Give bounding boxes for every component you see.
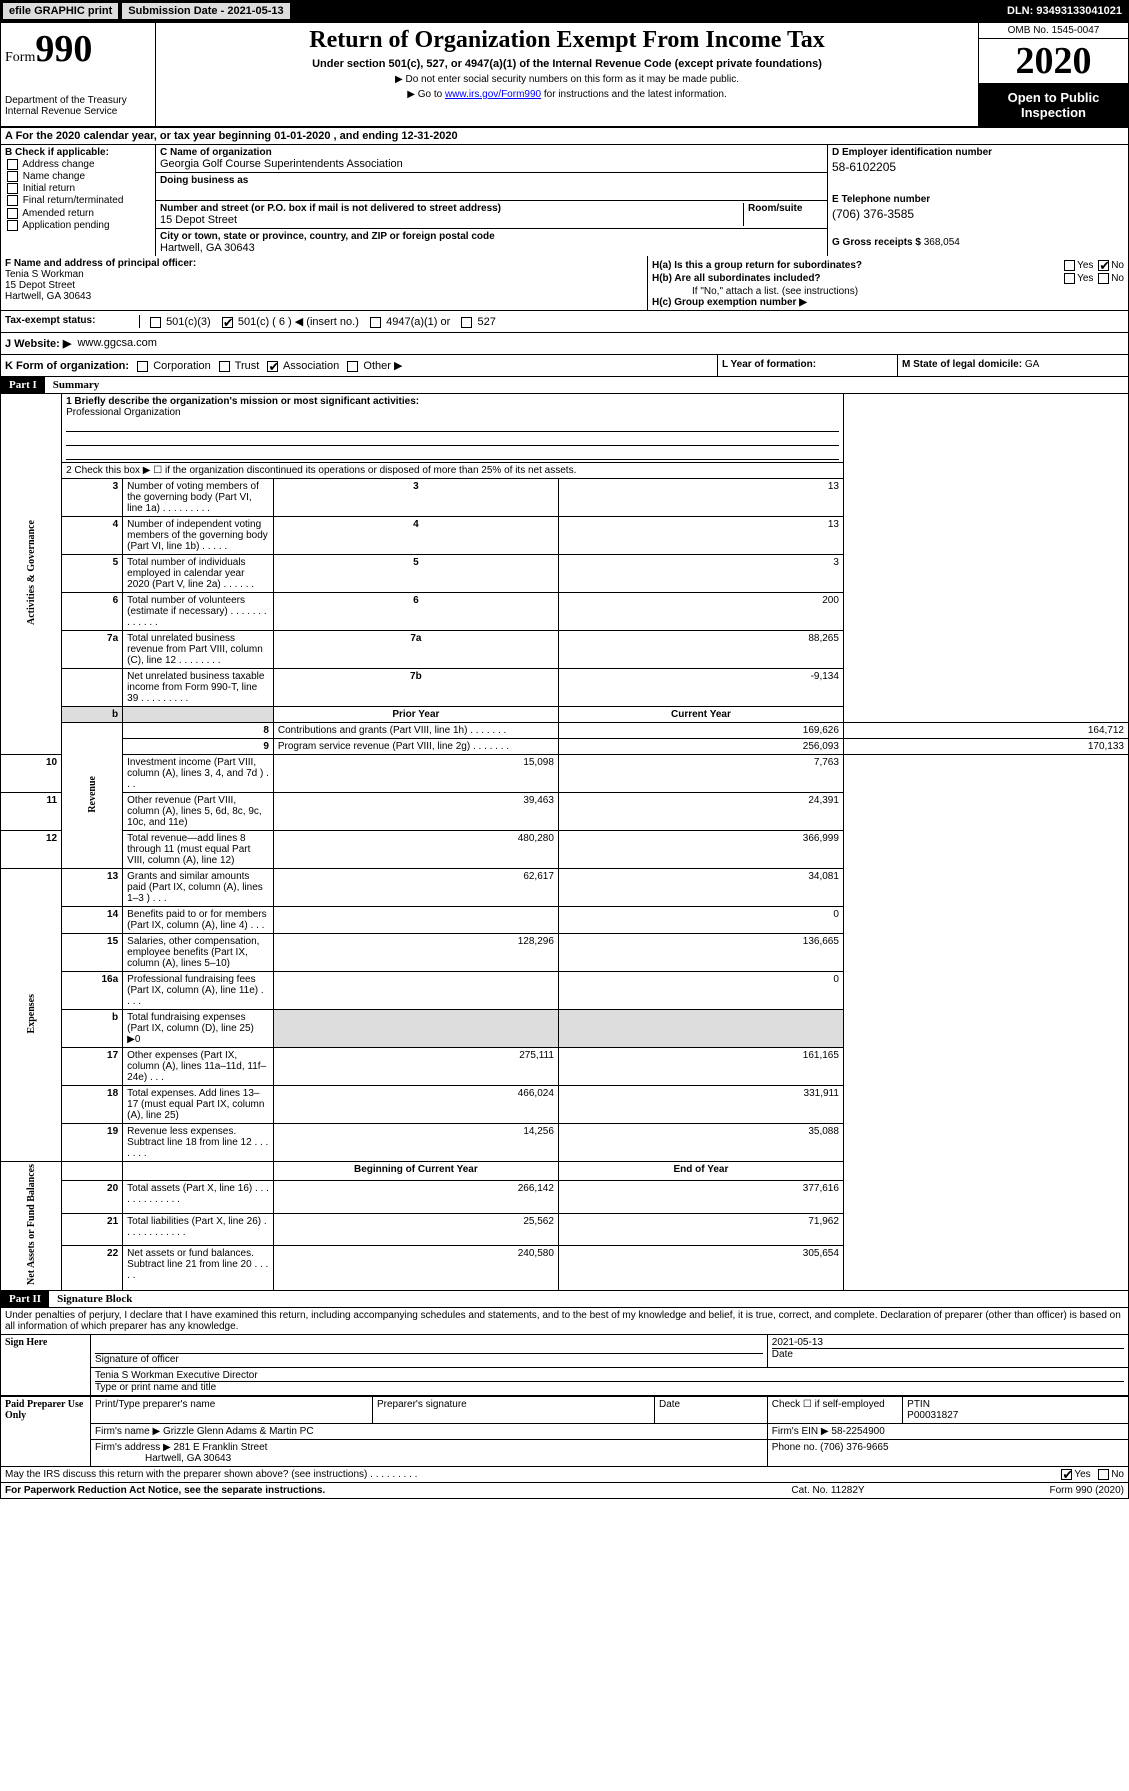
firm-phone: (706) 376-9665: [820, 1442, 888, 1453]
department-label: Department of the Treasury Internal Reve…: [5, 95, 151, 117]
mission-text: Professional Organization: [66, 407, 181, 418]
tax-year: 2020: [979, 39, 1128, 84]
firm-name: Grizzle Glenn Adams & Martin PC: [163, 1426, 314, 1437]
form-header: Form990 Department of the Treasury Inter…: [0, 22, 1129, 127]
cb-discuss-no[interactable]: [1098, 1469, 1109, 1480]
cb-4947[interactable]: [370, 317, 381, 328]
sign-date: 2021-05-13: [772, 1337, 1124, 1348]
cb-trust[interactable]: [219, 361, 230, 372]
cb-other[interactable]: [347, 361, 358, 372]
section-i-tax-status: Tax-exempt status: 501(c)(3) 501(c) ( 6 …: [0, 311, 1129, 333]
cb-discuss-yes[interactable]: [1061, 1469, 1072, 1480]
note-goto: ▶ Go to www.irs.gov/Form990 for instruct…: [160, 89, 974, 100]
org-address: 15 Depot Street: [160, 214, 237, 226]
officer-name: Tenia S Workman: [5, 269, 84, 280]
firm-ein: 58-2254900: [831, 1426, 884, 1437]
cb-501c3[interactable]: [150, 317, 161, 328]
inspection-label: Open to Public Inspection: [979, 84, 1128, 126]
section-c: C Name of organizationGeorgia Golf Cours…: [156, 145, 828, 256]
note-ssn: ▶ Do not enter social security numbers o…: [160, 74, 974, 85]
signature-table: Sign Here Signature of officer 2021-05-1…: [0, 1334, 1129, 1396]
gross-receipts: 368,054: [924, 237, 960, 248]
dln-label: DLN: 93493133041021: [1007, 5, 1126, 17]
section-h: H(a) Is this a group return for subordin…: [648, 256, 1128, 310]
org-name: Georgia Golf Course Superintendents Asso…: [160, 158, 403, 170]
cb-name-change[interactable]: [7, 171, 18, 182]
telephone: (706) 376-3585: [832, 207, 1124, 221]
irs-link[interactable]: www.irs.gov/Form990: [445, 89, 541, 100]
firm-address: 281 E Franklin Street: [174, 1442, 268, 1453]
cb-hb-yes[interactable]: [1064, 273, 1075, 284]
cb-ha-no[interactable]: [1098, 260, 1109, 271]
submission-date-button[interactable]: Submission Date - 2021-05-13: [122, 3, 289, 19]
cb-final-return[interactable]: [7, 195, 18, 206]
section-j: J Website: ▶ www.ggcsa.com: [0, 333, 1129, 355]
ptin: P00031827: [907, 1410, 958, 1421]
top-bar: efile GRAPHIC print Submission Date - 20…: [0, 0, 1129, 22]
part2-header: Part IISignature Block: [0, 1291, 1129, 1308]
perjury-declaration: Under penalties of perjury, I declare th…: [0, 1308, 1129, 1334]
section-b: B Check if applicable: Address change Na…: [1, 145, 156, 256]
cb-hb-no[interactable]: [1098, 273, 1109, 284]
footer: For Paperwork Reduction Act Notice, see …: [0, 1483, 1129, 1499]
cb-corp[interactable]: [137, 361, 148, 372]
cb-501c[interactable]: [222, 317, 233, 328]
ein: 58-6102205: [832, 160, 1124, 174]
org-city: Hartwell, GA 30643: [160, 242, 255, 254]
section-d-e-g: D Employer identification number 58-6102…: [828, 145, 1128, 256]
section-k-l-m: K Form of organization: Corporation Trus…: [0, 355, 1129, 377]
summary-table: Activities & Governance 1 Briefly descri…: [0, 394, 1129, 1291]
omb-number: OMB No. 1545-0047: [979, 23, 1128, 39]
form-subtitle: Under section 501(c), 527, or 4947(a)(1)…: [160, 58, 974, 70]
officer-name-title: Tenia S Workman Executive Director: [95, 1370, 1124, 1381]
cb-ha-yes[interactable]: [1064, 260, 1075, 271]
cb-amended[interactable]: [7, 208, 18, 219]
part1-header: Part ISummary: [0, 377, 1129, 394]
section-f: F Name and address of principal officer:…: [1, 256, 648, 310]
website: www.ggcsa.com: [77, 337, 156, 350]
form-title: Return of Organization Exempt From Incom…: [160, 27, 974, 54]
cb-initial-return[interactable]: [7, 183, 18, 194]
cb-application-pending[interactable]: [7, 220, 18, 231]
section-a: A For the 2020 calendar year, or tax yea…: [0, 127, 1129, 145]
cb-527[interactable]: [461, 317, 472, 328]
efile-print-button[interactable]: efile GRAPHIC print: [3, 3, 118, 19]
cb-assoc[interactable]: [267, 361, 278, 372]
cb-address-change[interactable]: [7, 159, 18, 170]
state-domicile: GA: [1025, 359, 1039, 370]
preparer-table: Paid Preparer Use Only Print/Type prepar…: [0, 1396, 1129, 1467]
discuss-row: May the IRS discuss this return with the…: [0, 1467, 1129, 1483]
form-number: Form990: [5, 27, 151, 71]
